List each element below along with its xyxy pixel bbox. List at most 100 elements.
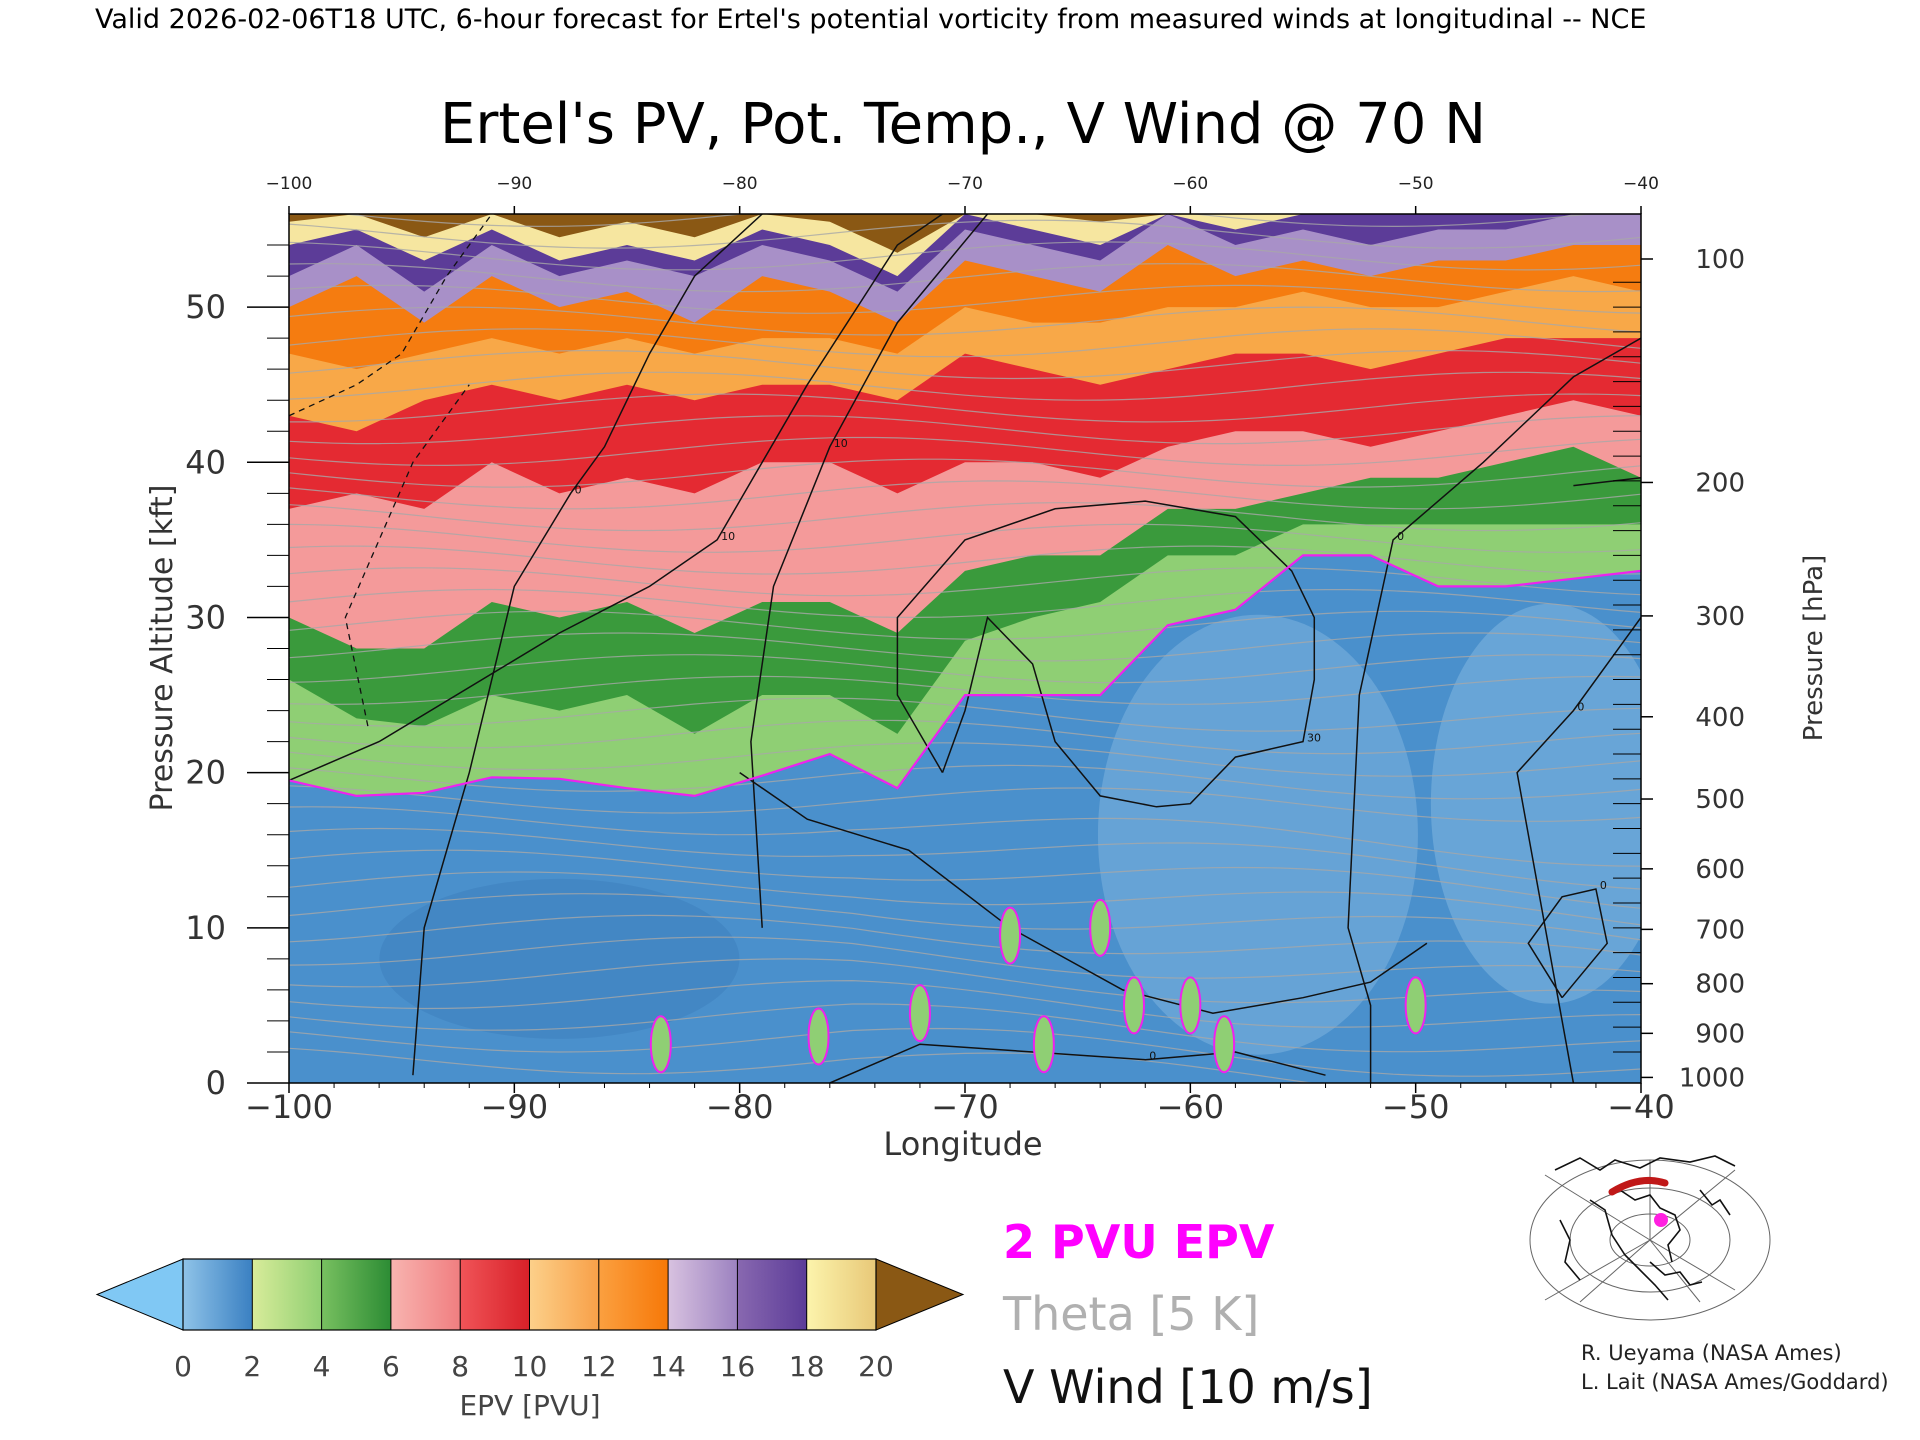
theta-line [289,241,1641,271]
theta-line [289,219,1641,249]
colorbar-band [321,1259,391,1330]
x-top-tick-label: −60 [1172,174,1208,194]
colorbar-tick-label: 4 [313,1350,331,1383]
theta-line [289,871,1641,926]
x-tick-label: −50 [1382,1088,1450,1126]
x-axis-label: Longitude [883,1125,1042,1163]
colorbar-tick-label: 2 [243,1350,261,1383]
theta-line [289,675,1641,706]
theta-contours [289,214,1641,1083]
colorbar-band [806,1259,876,1330]
v-wind-contour-label: 0 [1600,879,1607,892]
v-wind-contour-label: 10 [834,437,848,450]
x-tick-label: −90 [481,1088,549,1126]
pressure-tick-label: 500 [1695,785,1745,815]
colorbar-over-triangle [875,1258,965,1331]
v-wind-contour [412,214,763,1076]
colorbar-band [183,1259,253,1330]
pv2-blob [807,1007,830,1066]
theta-line [289,893,1641,941]
colorbar-tick-label: 10 [512,1350,548,1383]
theta-line [339,214,1596,228]
theta-line [289,936,1641,979]
legend-theta: Theta [5 K] [1002,1287,1259,1341]
theta-line [289,719,1641,755]
x-tick-label: −40 [1607,1088,1675,1126]
v-wind-contour [829,1043,1326,1083]
colorbar-band [529,1259,599,1330]
x-tick-label: −70 [931,1088,999,1126]
colorbar-band [390,1259,461,1330]
pressure-tick-label: 1000 [1679,1063,1745,1093]
chart-title: Ertel's PV, Pot. Temp., V Wind @ 70 N [440,92,1486,157]
pv2-blob [908,984,931,1043]
v-wind-contour-label: 0 [575,483,582,496]
theta-line [289,415,1641,445]
colorbar-tick-label: 20 [858,1350,894,1383]
y-axis-label-left: Pressure Altitude [kft] [145,485,180,812]
v-wind-contour [1347,337,1641,1083]
theta-line [289,545,1641,575]
theta-line [289,284,1641,314]
pv2-blob [999,906,1022,965]
theta-line [289,393,1641,423]
theta-line [289,436,1641,467]
pv2-blob [1404,976,1427,1035]
theta-line [289,806,1641,867]
theta-line [289,523,1641,553]
v-wind-contour [750,214,989,928]
colorbar-tick-label: 8 [451,1350,469,1383]
pv2-blob [1123,976,1145,1035]
credit-line-1: R. Ueyama (NASA Ames) [1581,1341,1842,1365]
v-wind-negative-contour [344,384,470,727]
credit-line-2: L. Lait (NASA Ames/Goddard) [1581,1370,1889,1394]
theta-line [289,1003,1641,1053]
v-wind-contour-label: 10 [1645,468,1659,481]
theta-line [289,1047,1316,1083]
theta-line [289,849,1641,909]
theta-line [289,764,1641,800]
theta-line [289,588,1641,618]
v-wind-contour [739,771,1428,1014]
v-wind-contour [1516,617,1641,1083]
x-top-tick-label: −90 [496,174,532,194]
colorbar-band [598,1259,669,1330]
x-tick-label: −80 [706,1088,774,1126]
v-wind-contour-label: 30 [1307,732,1321,745]
y-tick-label: 0 [206,1064,226,1102]
pv2-blob [1213,1015,1236,1074]
pressure-tick-label: 100 [1695,245,1745,275]
y-tick-label: 40 [185,443,226,481]
x-top-tick-label: −70 [947,174,983,194]
theta-line [289,654,1641,684]
v-wind-contour-label: 0 [1149,1050,1156,1063]
map-marker [1654,1213,1668,1227]
x-top-tick-label: −40 [1623,174,1659,194]
theta-line [289,480,1641,510]
theta-line [289,697,1641,732]
pv-dark-zone [379,878,740,1039]
theta-line [289,349,1641,380]
y-tick-label: 10 [185,909,226,947]
colorbar-tick-label: 6 [382,1350,400,1383]
pv2-blob [649,1015,672,1074]
theta-line [289,827,1641,890]
x-top-tick-label: −50 [1398,174,1434,194]
v-wind-contour-label: 0 [1577,701,1584,714]
theta-line [289,328,1641,358]
pressure-tick-label: 200 [1695,468,1745,498]
theta-line [289,610,1641,640]
theta-line [289,742,1641,777]
y-axis-label-right: Pressure [hPa] [1799,555,1829,742]
colorbar-band [460,1259,530,1330]
theta-line [289,914,1641,956]
theta-line [289,371,1641,401]
pv2-contour [289,554,1641,1074]
y-tick-label: 50 [185,288,226,326]
colorbar-band [668,1259,738,1330]
theta-line [289,502,1641,532]
map-track [1608,1177,1669,1196]
pv-band-pv18 [289,214,1641,277]
x-top-tick-label: −80 [722,174,758,194]
